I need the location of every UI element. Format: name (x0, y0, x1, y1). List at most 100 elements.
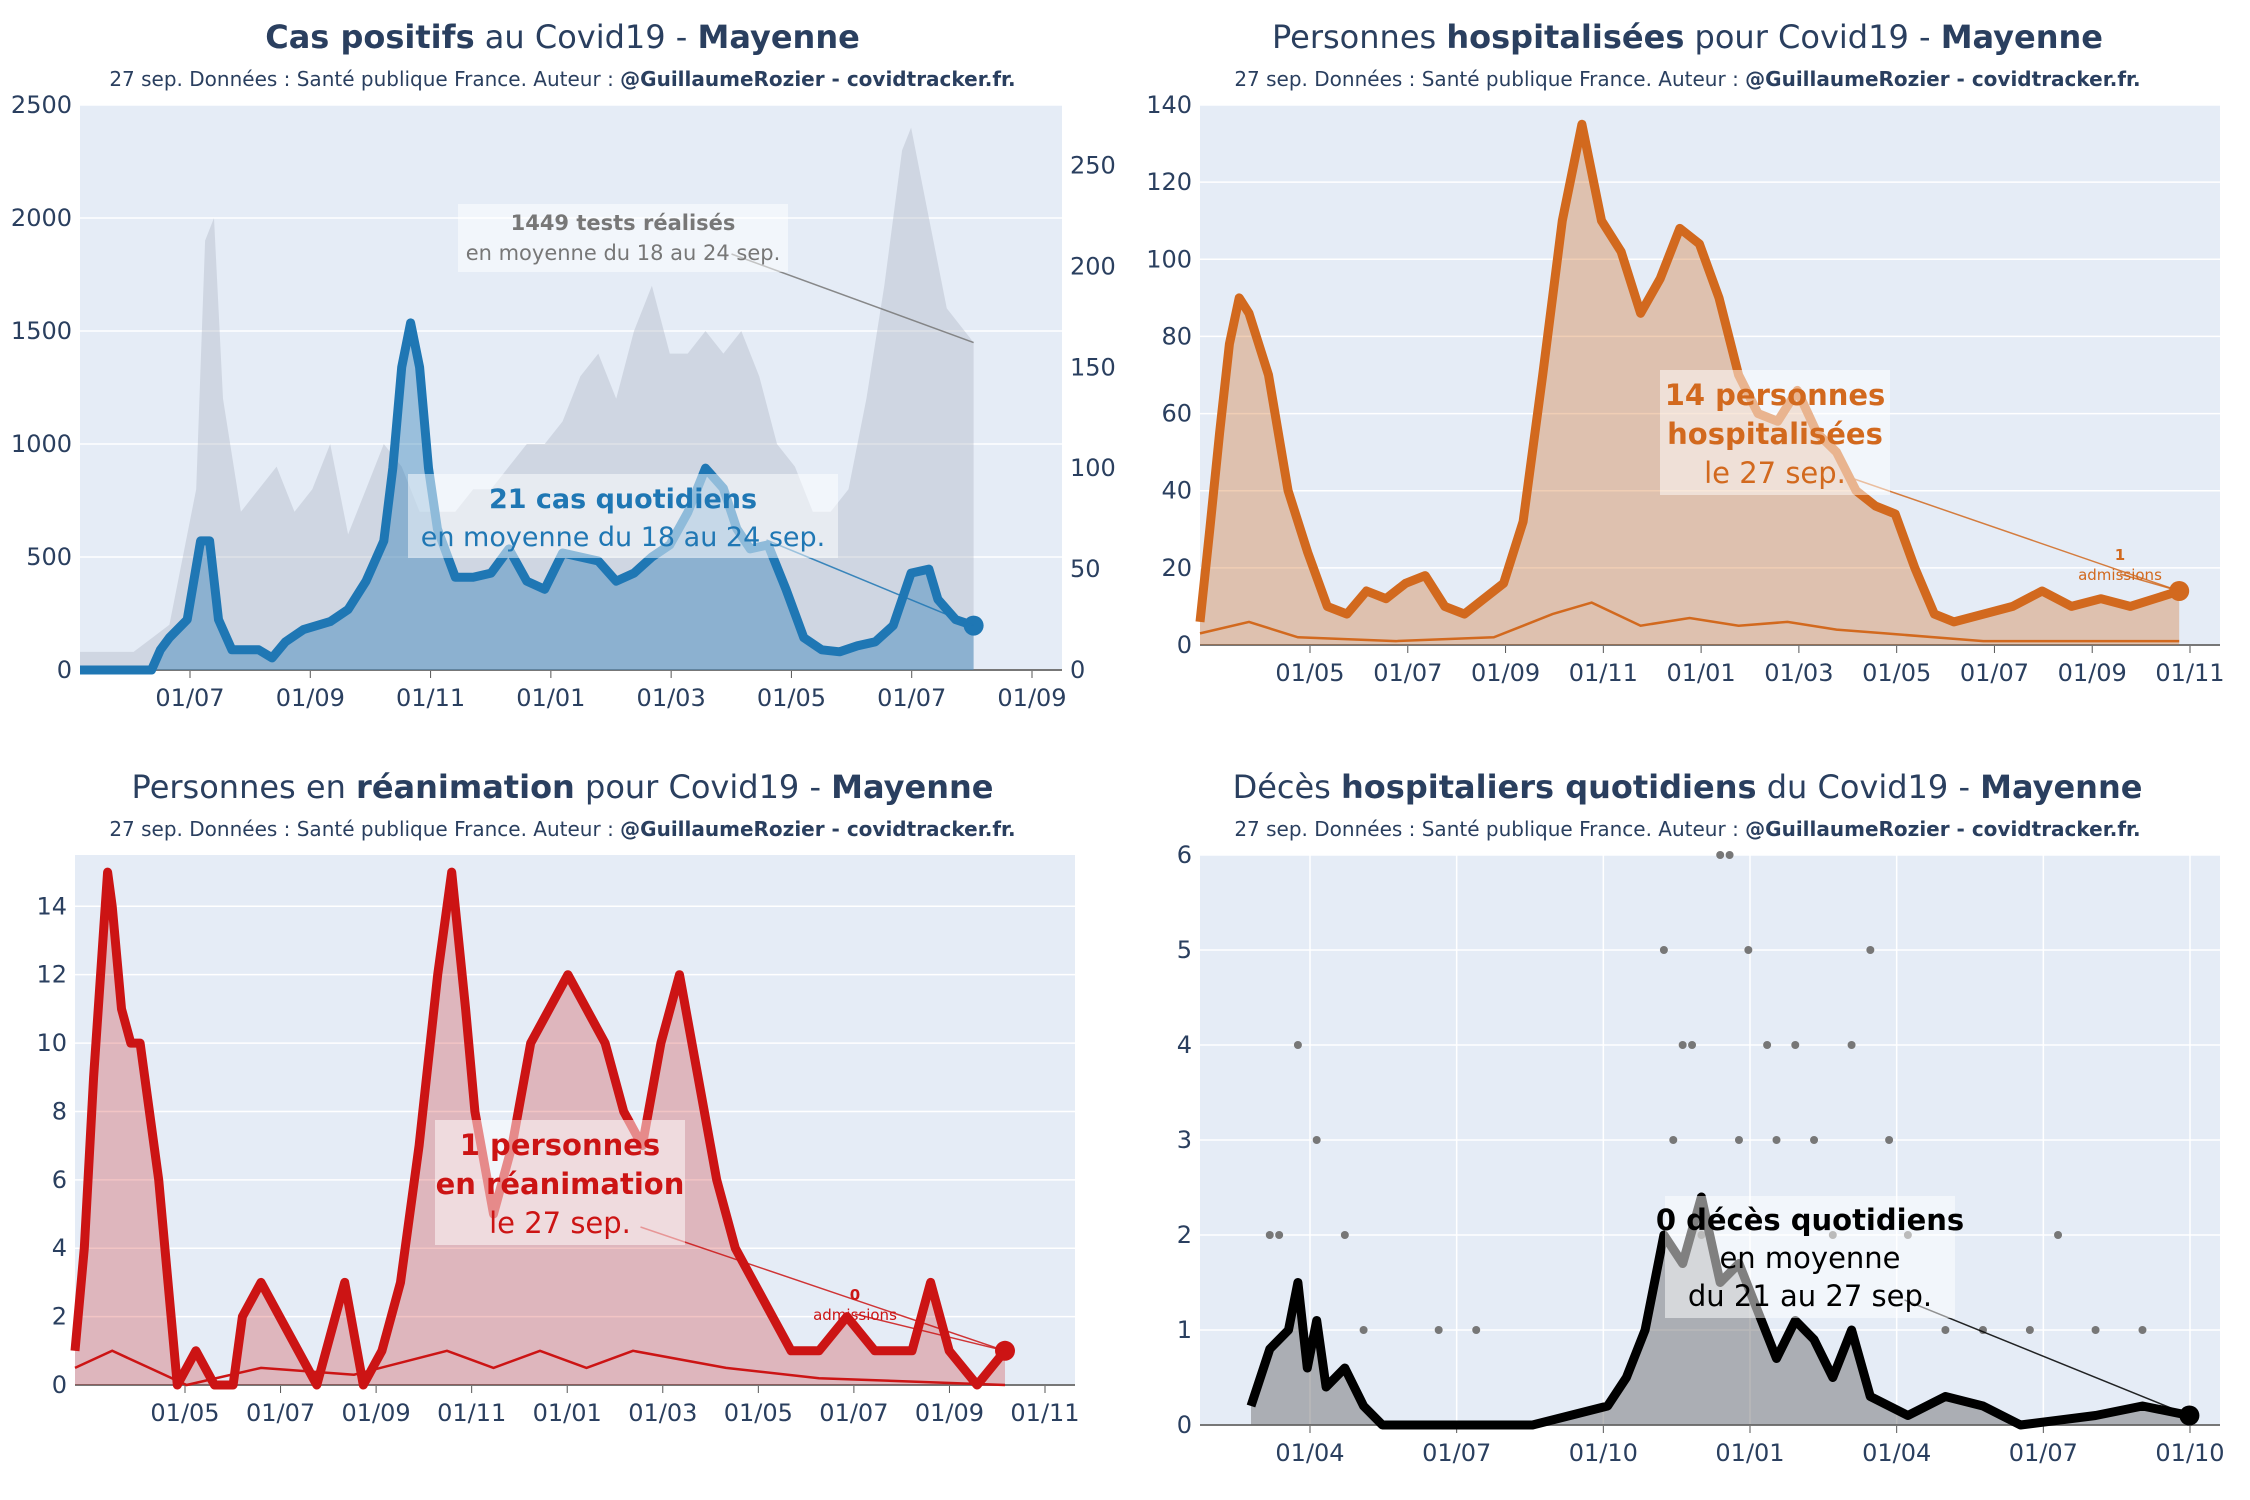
y-tick-label: 2 (52, 1303, 67, 1331)
x-tick-label: 01/05 (757, 684, 826, 712)
chart-subtitle: 27 sep. Données : Santé publique France.… (109, 817, 1016, 841)
x-tick-label: 01/07 (155, 684, 224, 712)
annotation-text: 14 personnes (1665, 378, 1886, 412)
series-line-admissions (74, 1349, 1006, 1387)
y-tick-label: 10 (36, 1029, 67, 1057)
annotation-text: 0 (850, 1286, 860, 1304)
title-part: Cas positifs (265, 18, 475, 56)
scatter-point (1669, 1136, 1678, 1144)
chart-title: Cas positifs au Covid19 - Mayenne (0, 18, 1125, 56)
y-tick-label: 4 (52, 1234, 67, 1262)
x-tick-label: 01/05 (724, 1399, 793, 1427)
title-part: du Covid19 - (1756, 768, 1981, 806)
annotation-arrow (1848, 476, 2180, 592)
scatter-point (1810, 1136, 1819, 1144)
x-tick-label: 01/01 (533, 1399, 602, 1427)
x-tick-label: 01/07 (1373, 659, 1442, 687)
y-tick-label: 5 (1177, 936, 1192, 964)
title-part: Mayenne (697, 18, 860, 56)
title-part: hospitalisées (1446, 18, 1685, 56)
annotation-box (408, 474, 838, 558)
y-tick-label: 2500 (11, 91, 72, 119)
annotation-text: 0 décès quotidiens (1656, 1203, 1964, 1237)
scatter-point (1847, 1041, 1856, 1049)
panel-reanimation: Personnes en réanimation pour Covid19 - … (0, 750, 1125, 1500)
x-tick-label: 01/10 (1569, 1439, 1638, 1467)
x-tick-label: 01/01 (1715, 1439, 1784, 1467)
y-tick-label: 0 (57, 656, 72, 684)
annotation-box (1665, 1196, 1955, 1318)
y2-tick-label: 200 (1070, 252, 1116, 280)
plot-area (80, 105, 1062, 670)
annotation-text: admissions (2078, 566, 2162, 584)
y-tick-label: 1000 (11, 430, 72, 458)
chart-subtitle: 27 sep. Données : Santé publique France.… (1234, 67, 2141, 91)
title-part: Mayenne (1980, 768, 2143, 806)
x-tick-label: 01/07 (246, 1399, 315, 1427)
scatter-point (1472, 1326, 1481, 1334)
y-tick-label: 6 (52, 1166, 67, 1194)
annotation-box (458, 204, 788, 272)
scatter-point (1312, 1136, 1321, 1144)
annotation-text: en moyenne du 18 au 24 sep. (421, 522, 826, 553)
scatter-point (1340, 1231, 1349, 1239)
y-tick-label: 80 (1161, 322, 1192, 350)
x-tick-label: 01/11 (396, 684, 465, 712)
y-tick-label: 120 (1146, 168, 1192, 196)
title-part: pour Covid19 - (574, 768, 832, 806)
annotation-text: 1449 tests réalisés (511, 211, 736, 235)
annotation-text: hospitalisées (1667, 417, 1883, 451)
y-tick-label: 1 (1177, 1316, 1192, 1344)
scatter-point (1265, 1231, 1274, 1239)
panel-cas-positifs: Cas positifs au Covid19 - Mayenne 27 sep… (0, 0, 1125, 750)
x-tick-label: 01/11 (437, 1399, 506, 1427)
annotation-arrow (640, 1226, 1006, 1352)
y-tick-label: 8 (52, 1097, 67, 1125)
chart-title: Décès hospitaliers quotidiens du Covid19… (1125, 768, 2250, 806)
x-tick-label: 01/05 (150, 1399, 219, 1427)
scatter-point (1716, 851, 1725, 859)
scatter-point (1688, 1041, 1697, 1049)
series-line-main (70, 867, 1009, 1390)
scatter-point (1434, 1326, 1443, 1334)
x-tick-label: 01/10 (2155, 1439, 2224, 1467)
annotation-text: du 21 au 27 sep. (1688, 1279, 1932, 1313)
title-part: Mayenne (831, 768, 994, 806)
annotation-text: en moyenne du 18 au 24 sep. (466, 241, 781, 265)
scatter-point (1659, 946, 1668, 954)
series-line-main (1195, 119, 2181, 627)
scatter-point (2091, 1326, 2100, 1334)
annotation-text: 1 personnes (460, 1128, 660, 1162)
x-tick-label: 01/04 (1862, 1439, 1931, 1467)
series-area-cases (80, 322, 974, 670)
scatter-point (1734, 1136, 1743, 1144)
annotation-text: admissions (813, 1306, 897, 1324)
x-tick-label: 01/03 (628, 1399, 697, 1427)
x-tick-label: 01/01 (1667, 659, 1736, 687)
scatter-point (1744, 946, 1753, 954)
x-tick-label: 01/07 (819, 1399, 888, 1427)
title-part: au Covid19 - (474, 18, 698, 56)
x-tick-label: 01/11 (2155, 659, 2224, 687)
scatter-point (1791, 1041, 1800, 1049)
scatter-point (2054, 1231, 2063, 1239)
x-tick-label: 01/01 (516, 684, 585, 712)
x-tick-label: 01/07 (1960, 659, 2029, 687)
title-part: Personnes en (131, 768, 357, 806)
annotation-arrow (1904, 1299, 2190, 1417)
chart-canvas: 0 20 40 60 80 100 120 140 01/05 01/07 01/09 01/11 01… (1146, 91, 2224, 687)
y2-tick-label: 100 (1070, 454, 1116, 482)
annotation-text: en moyenne (1719, 1241, 1900, 1275)
scatter-point (1941, 1326, 1950, 1334)
y-tick-label: 100 (1146, 245, 1192, 273)
annotation-text: 1 (2115, 546, 2125, 564)
x-tick-label: 01/07 (877, 684, 946, 712)
x-tick-label: 01/05 (1862, 659, 1931, 687)
x-tick-label: 01/09 (997, 684, 1066, 712)
y2-tick-label: 0 (1070, 656, 1085, 684)
chart-subtitle: 27 sep. Données : Santé publique France.… (109, 67, 1016, 91)
title-part: Mayenne (1940, 18, 2103, 56)
x-tick-label: 01/11 (1010, 1399, 1079, 1427)
x-tick-label: 01/03 (1764, 659, 1833, 687)
series-line-admissions (1199, 601, 2180, 643)
